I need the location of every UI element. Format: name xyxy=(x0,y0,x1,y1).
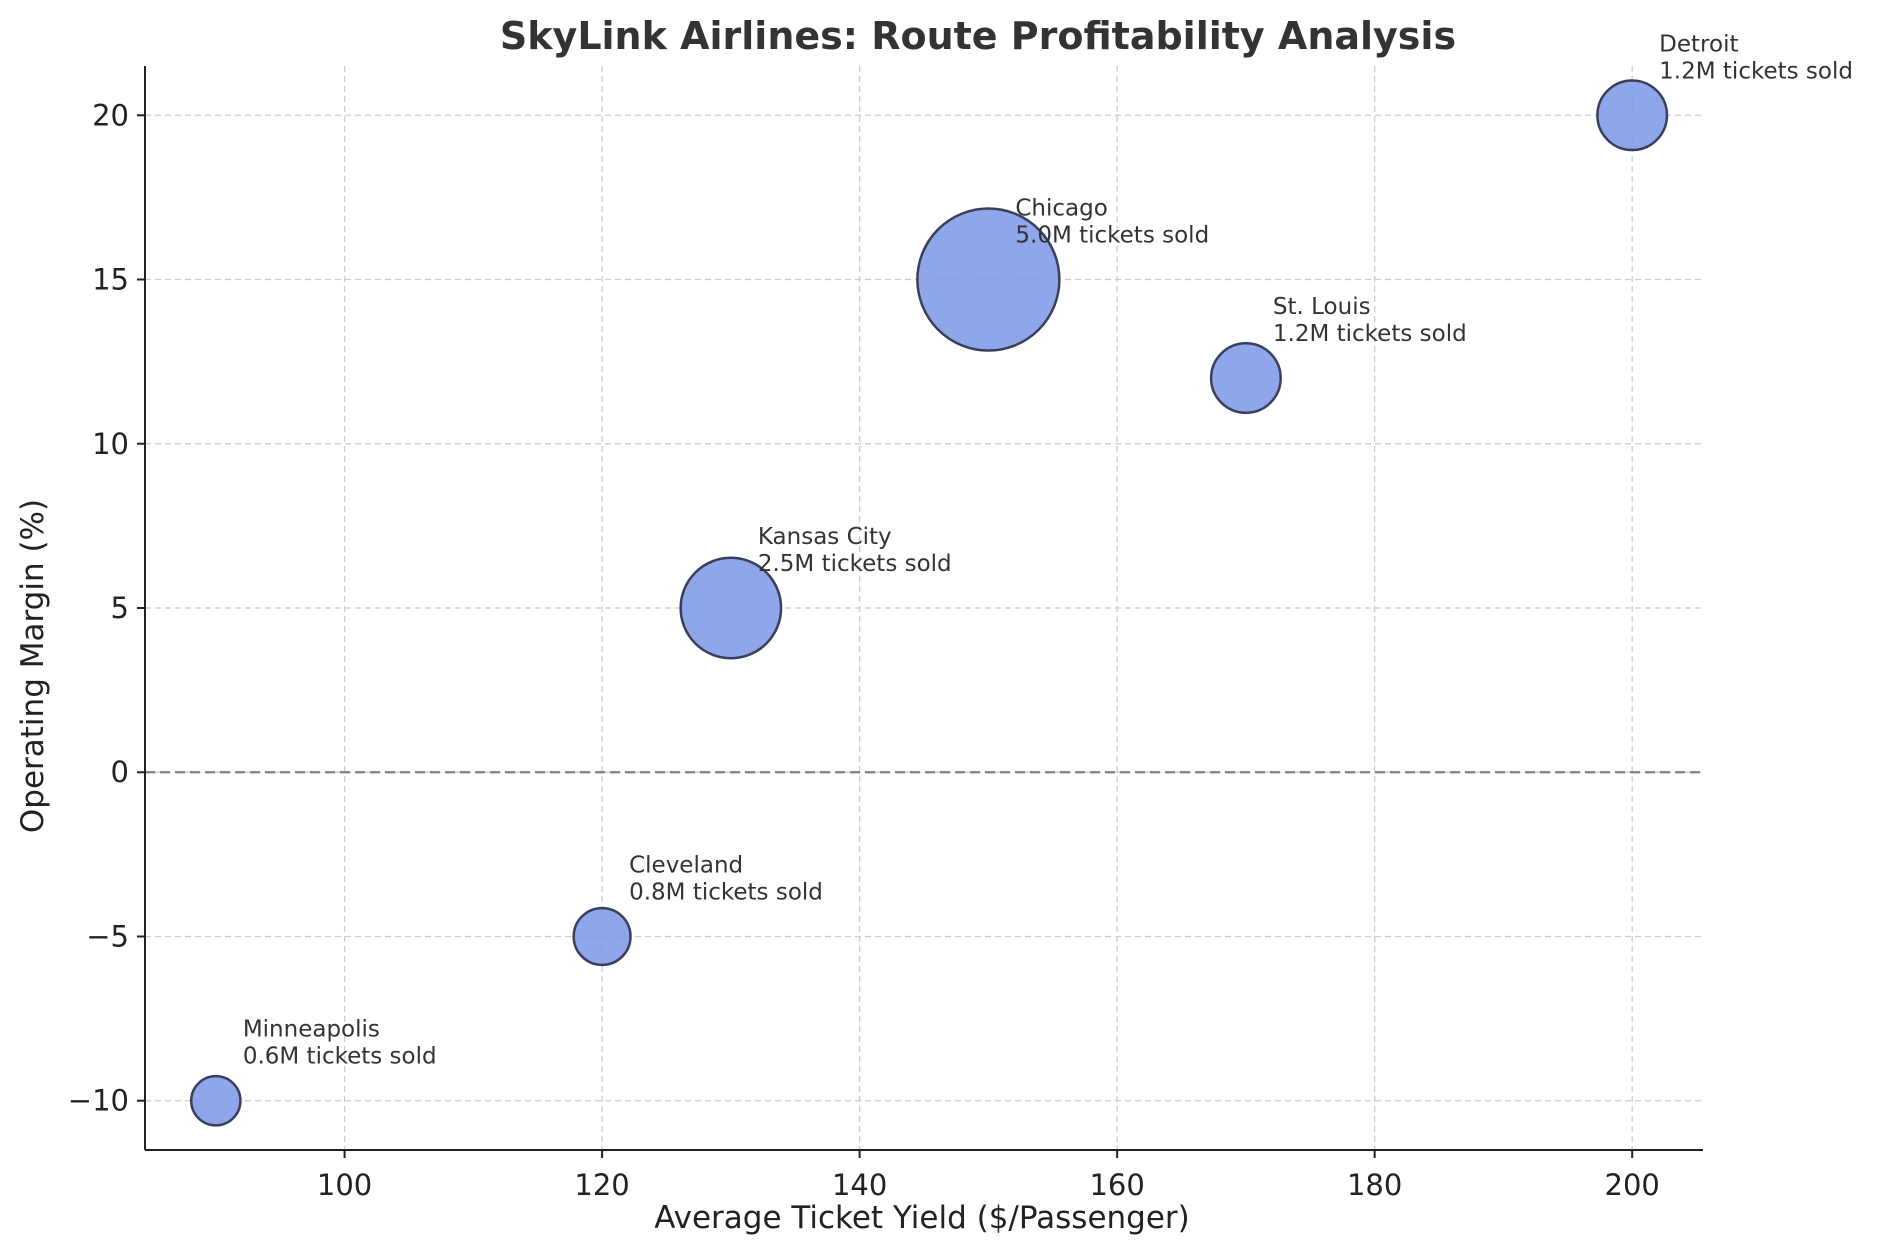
bubble-minneapolis xyxy=(189,1074,242,1127)
bubble-tickets-label: 1.2M tickets sold xyxy=(1273,321,1467,347)
y-tick-label: 10 xyxy=(92,427,129,461)
y-tick-label: 20 xyxy=(92,98,129,132)
bubble-cleveland xyxy=(572,906,632,967)
x-tick-label: 120 xyxy=(574,1168,629,1202)
x-tick-label: 180 xyxy=(1347,1168,1402,1202)
bubble-route-label: Kansas City xyxy=(758,524,892,550)
bubble-route-label: Minneapolis xyxy=(243,1017,380,1043)
y-tick-label: −10 xyxy=(68,1084,129,1118)
grid xyxy=(145,66,1703,1150)
bubble-tickets-label: 5.0M tickets sold xyxy=(1015,223,1209,249)
bubble-route-label: Cleveland xyxy=(629,852,743,878)
y-tick-label: 0 xyxy=(111,755,129,789)
bubble-chicago xyxy=(916,207,1061,352)
y-axis-label: Operating Margin (%) xyxy=(15,499,51,833)
bubble-route-label: Detroit xyxy=(1659,31,1738,57)
bubble-kansas-city xyxy=(679,556,783,660)
x-tick-label: 160 xyxy=(1089,1168,1144,1202)
bubble-tickets-label: 1.2M tickets sold xyxy=(1659,58,1853,84)
y-tick-label: −5 xyxy=(86,919,129,953)
bubble-route-label: Chicago xyxy=(1015,196,1107,222)
bubble-st-louis xyxy=(1209,342,1282,415)
x-tick-label: 200 xyxy=(1605,1168,1660,1202)
axes: 100 120 140 160 180 200 −10 −5 0 5 10 15 20 xyxy=(68,66,1703,1202)
x-axis-label: Average Ticket Yield ($/Passenger) xyxy=(654,1200,1190,1236)
x-tick-label: 100 xyxy=(317,1168,372,1202)
bubble-detroit xyxy=(1596,79,1669,152)
bubbles xyxy=(189,79,1669,1127)
x-tick-label: 140 xyxy=(832,1168,887,1202)
bubble-tickets-label: 0.6M tickets sold xyxy=(243,1044,437,1070)
y-tick-label: 5 xyxy=(111,591,129,625)
chart-title: SkyLink Airlines: Route Profitability An… xyxy=(500,14,1456,58)
bubble-tickets-label: 2.5M tickets sold xyxy=(758,551,952,577)
bubble-route-label: St. Louis xyxy=(1273,294,1371,320)
bubble-tickets-label: 0.8M tickets sold xyxy=(629,879,823,905)
y-tick-label: 15 xyxy=(92,263,129,297)
